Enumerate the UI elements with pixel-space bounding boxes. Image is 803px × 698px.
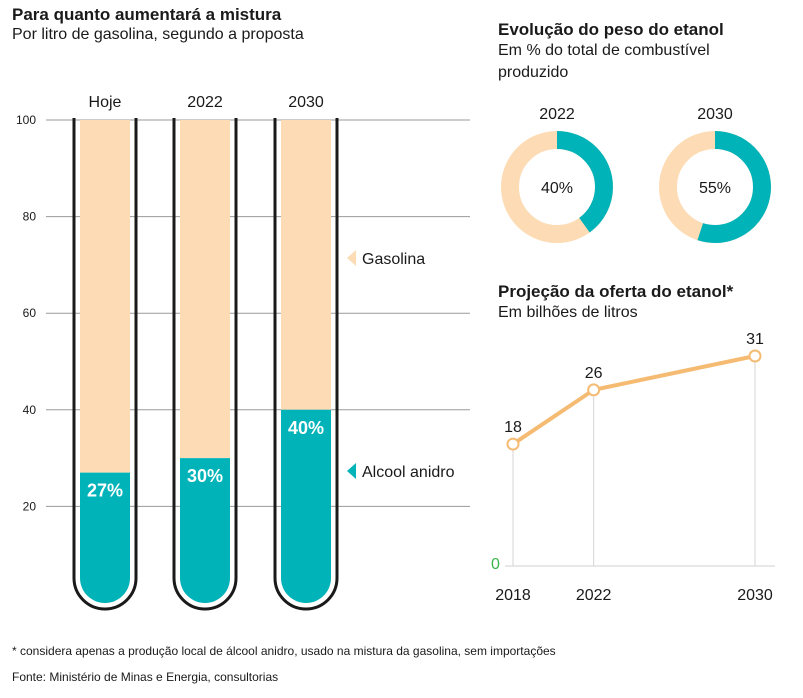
legend-gasolina-marker — [347, 250, 356, 266]
donut-value-label: 55% — [699, 180, 731, 197]
donut-year-label: 2030 — [697, 106, 733, 123]
alcool-value-label: 30% — [187, 466, 223, 486]
gasolina-bar — [80, 120, 130, 473]
donut-value-label: 40% — [541, 180, 573, 197]
alcool-bar — [80, 472, 130, 603]
x-tick-label: 2030 — [737, 587, 773, 604]
legend-alcool-label: Alcool anidro — [362, 464, 455, 481]
line-point — [748, 349, 762, 363]
ethanol-supply-line — [511, 354, 756, 446]
x-tick-label: 2022 — [576, 587, 612, 604]
donut-ethanol-slice — [501, 131, 613, 243]
line-value-label: 18 — [504, 419, 522, 436]
category-label: Hoje — [89, 94, 122, 111]
line-panel-title: Projeção da oferta do etanol* — [498, 282, 734, 301]
y-tick-label: 60 — [23, 306, 37, 320]
line-panel-subtitle: Em bilhões de litros — [498, 304, 638, 321]
donut-panel-subtitle-line2: produzido — [498, 64, 569, 81]
footnote: * considera apenas a produção local de á… — [12, 644, 556, 658]
source-note: Fonte: Ministério de Minas e Energia, co… — [12, 670, 279, 684]
alcool-value-label: 40% — [288, 418, 324, 438]
y-tick-label: 20 — [23, 499, 37, 513]
donut-panel-title: Evolução do peso do etanol — [498, 20, 724, 39]
alcool-bar — [281, 409, 331, 603]
mix-chart-subtitle: Por litro de gasolina, segundo a propost… — [12, 26, 304, 43]
test-tube-outline — [72, 118, 138, 611]
y-tick-label: 80 — [23, 210, 37, 224]
line-value-label: 26 — [585, 365, 603, 382]
alcool-bar — [180, 458, 230, 603]
zero-label: 0 — [491, 556, 500, 573]
line-point — [506, 437, 520, 451]
line-value-label: 31 — [746, 331, 764, 348]
mix-chart-title: Para quanto aumentará a mistura — [12, 5, 282, 24]
y-tick-label: 100 — [16, 113, 36, 127]
test-tube-outline — [273, 118, 339, 611]
category-label: 2022 — [187, 94, 223, 111]
gasolina-bar — [281, 120, 331, 410]
test-tube-outline — [172, 118, 238, 611]
legend-gasolina-label: Gasolina — [362, 251, 425, 268]
alcool-value-label: 27% — [87, 481, 123, 501]
gasolina-bar — [180, 120, 230, 459]
donut-ethanol-slice — [659, 131, 771, 243]
y-tick-label: 40 — [23, 403, 37, 417]
category-label: 2030 — [288, 94, 324, 111]
donut-year-label: 2022 — [539, 106, 575, 123]
line-point — [587, 383, 601, 397]
donut-panel-subtitle-line1: Em % do total de combustível — [498, 42, 710, 59]
legend-alcool-marker — [347, 463, 356, 479]
x-tick-label: 2018 — [495, 587, 531, 604]
